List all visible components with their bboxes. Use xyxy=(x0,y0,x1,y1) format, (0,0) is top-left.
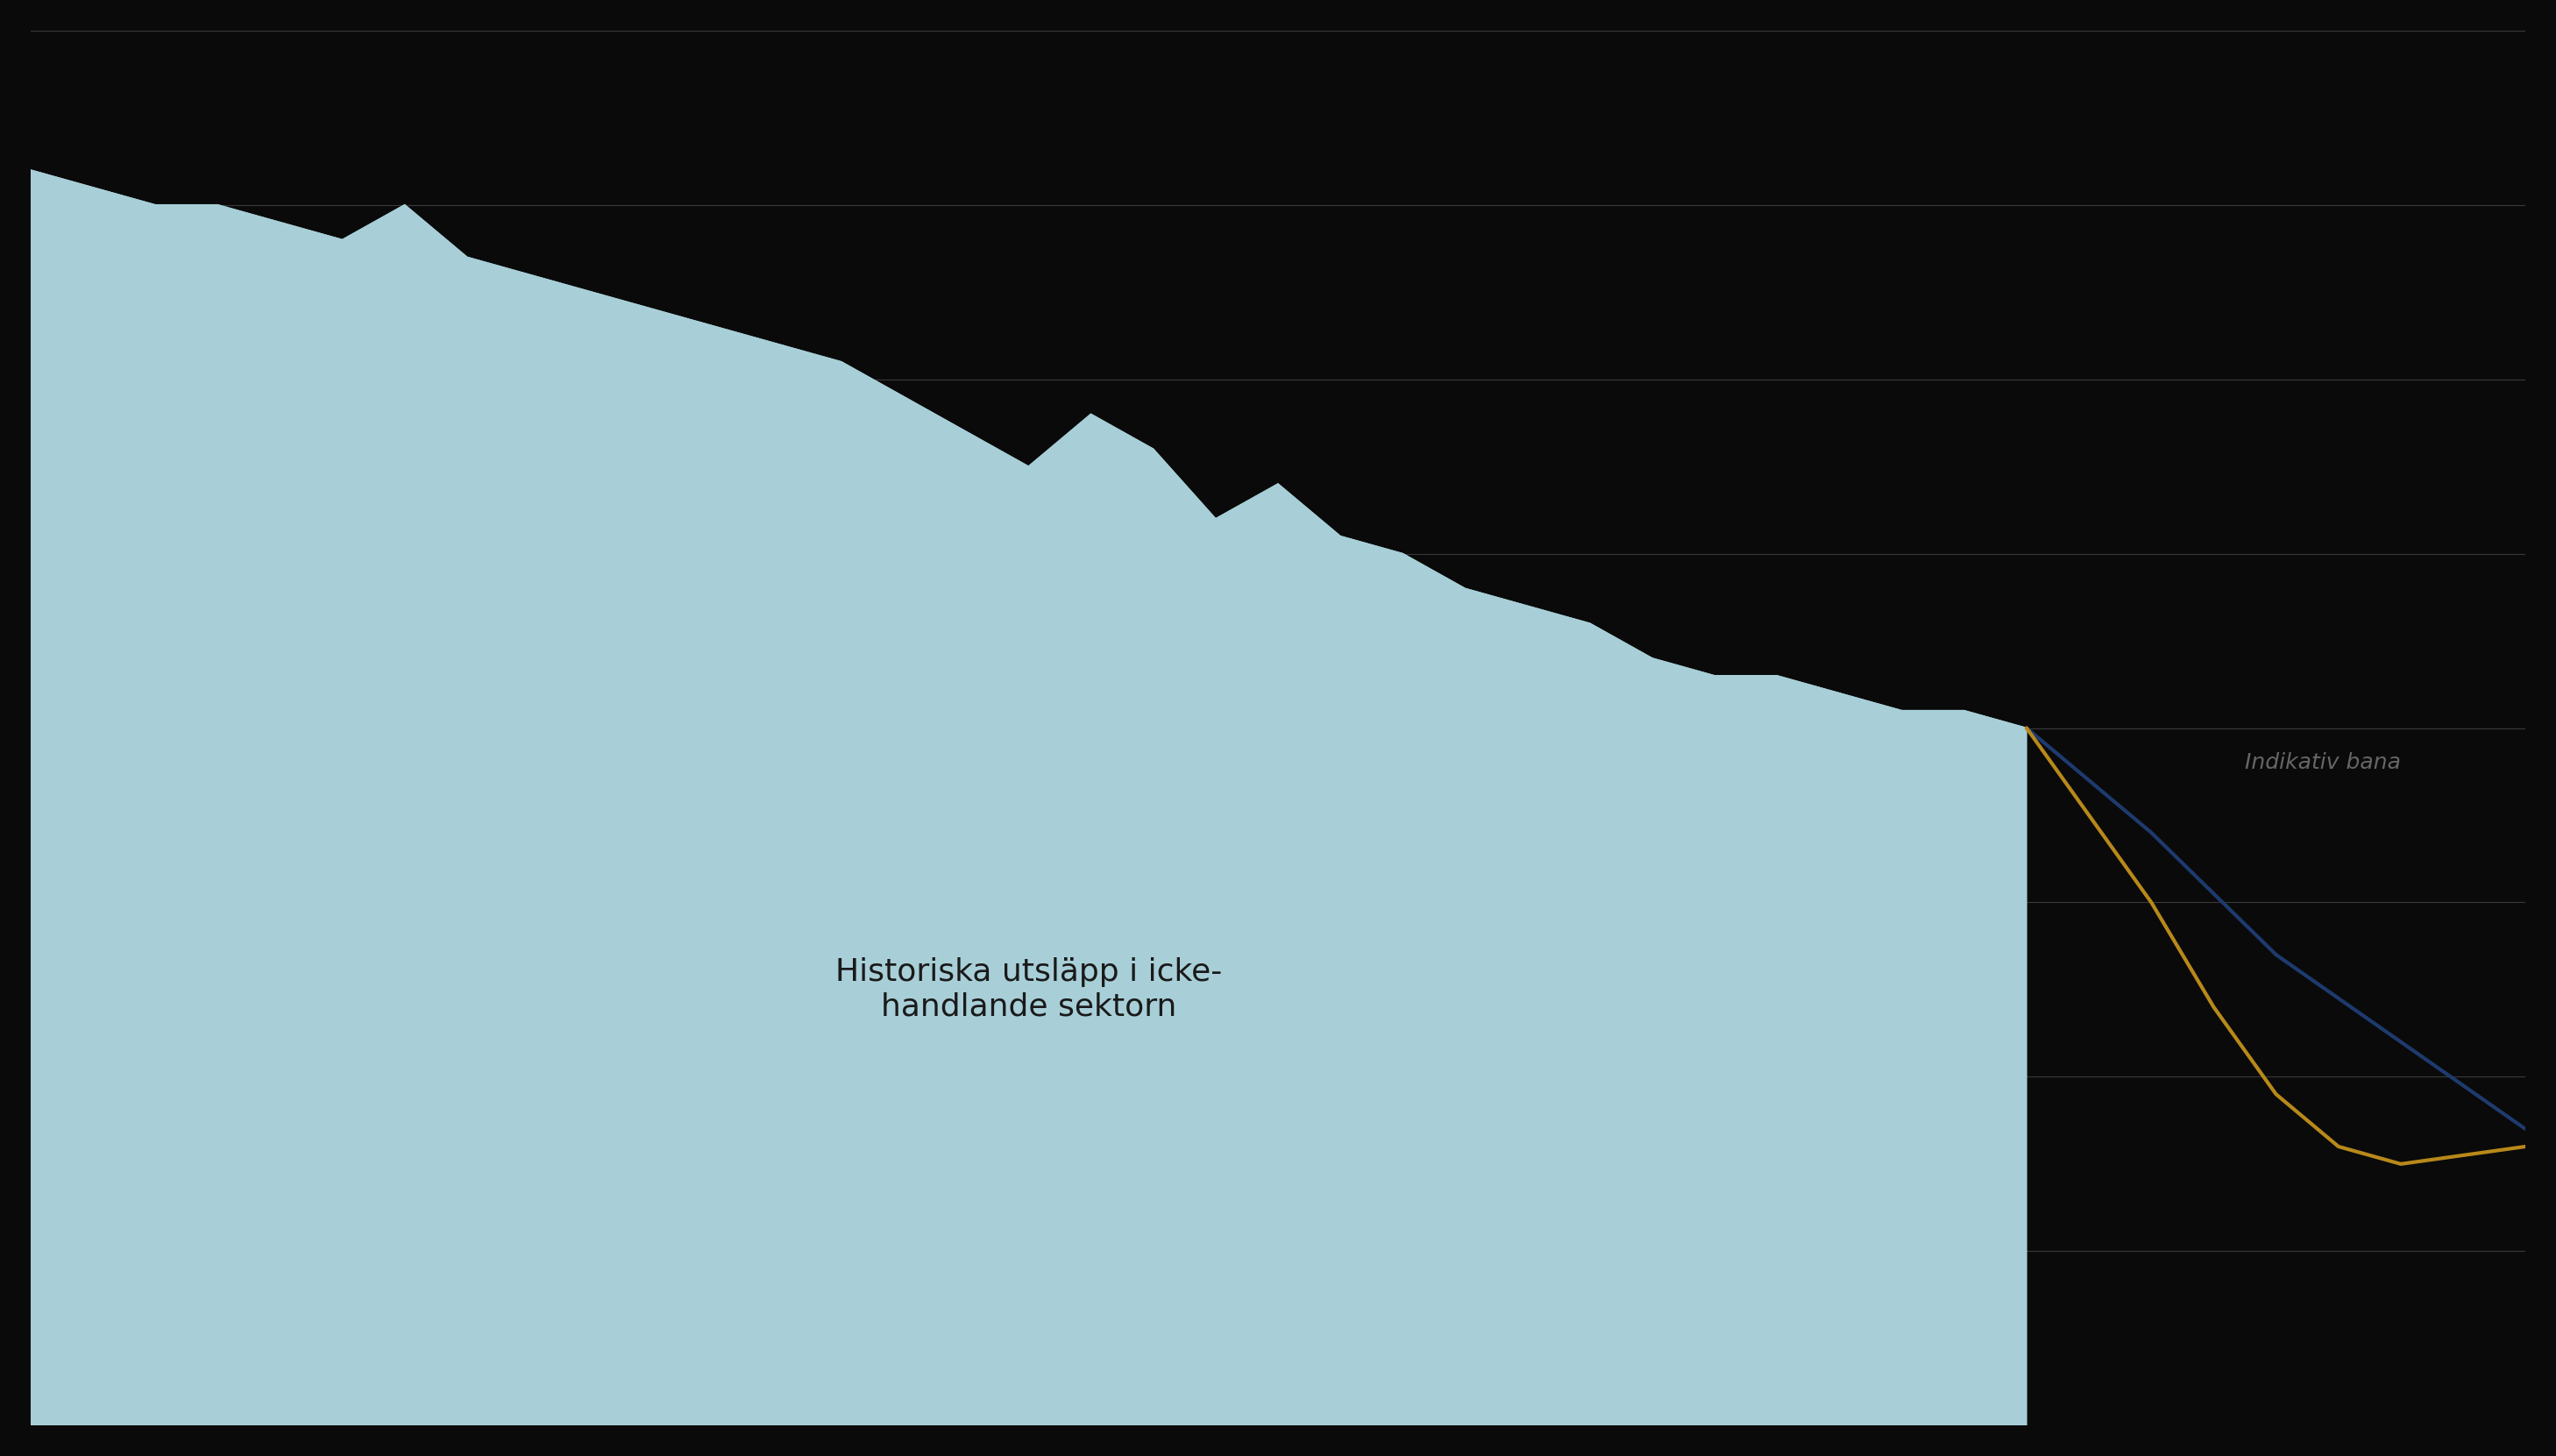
Text: Historiska utsläpp i icke-
handlande sektorn: Historiska utsläpp i icke- handlande sek… xyxy=(836,958,1222,1022)
Polygon shape xyxy=(31,170,2027,1425)
Text: Indikativ bana: Indikativ bana xyxy=(2244,753,2400,773)
